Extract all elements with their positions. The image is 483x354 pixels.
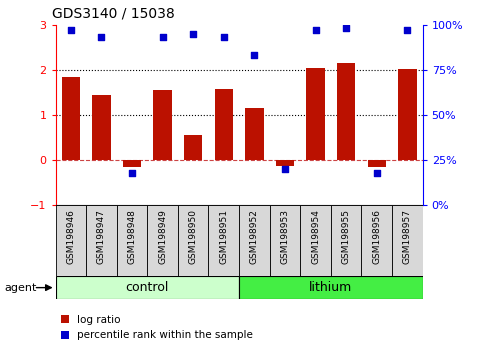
- Text: GDS3140 / 15038: GDS3140 / 15038: [52, 6, 175, 20]
- Point: [67, 27, 75, 33]
- Bar: [398, 69, 416, 160]
- Text: GSM198952: GSM198952: [250, 209, 259, 264]
- Bar: [245, 108, 264, 160]
- Text: agent: agent: [5, 282, 37, 293]
- Text: GSM198951: GSM198951: [219, 209, 228, 264]
- Bar: [368, 160, 386, 167]
- Point: [251, 53, 258, 58]
- Bar: [147, 205, 178, 276]
- Text: GSM198946: GSM198946: [66, 209, 75, 264]
- Bar: [337, 63, 355, 160]
- Point: [373, 170, 381, 176]
- Text: GSM198947: GSM198947: [97, 209, 106, 264]
- Bar: [92, 95, 111, 160]
- Bar: [306, 68, 325, 160]
- Text: GSM198950: GSM198950: [189, 209, 198, 264]
- Text: GSM198957: GSM198957: [403, 209, 412, 264]
- Text: GSM198949: GSM198949: [158, 209, 167, 264]
- Bar: [117, 205, 147, 276]
- Point: [159, 35, 167, 40]
- Bar: [300, 205, 331, 276]
- Bar: [123, 160, 141, 167]
- Point: [403, 27, 411, 33]
- Point: [220, 35, 227, 40]
- Point: [312, 27, 319, 33]
- Bar: [56, 276, 239, 299]
- Text: GSM198948: GSM198948: [128, 209, 137, 264]
- Bar: [56, 205, 86, 276]
- Bar: [214, 89, 233, 160]
- Text: GSM198955: GSM198955: [341, 209, 351, 264]
- Bar: [392, 205, 423, 276]
- Bar: [276, 160, 294, 166]
- Point: [281, 166, 289, 172]
- Point: [128, 170, 136, 176]
- Point: [342, 25, 350, 31]
- Text: lithium: lithium: [309, 281, 353, 294]
- Bar: [184, 135, 202, 160]
- Point: [98, 35, 105, 40]
- Bar: [62, 77, 80, 160]
- Bar: [178, 205, 209, 276]
- Bar: [154, 90, 172, 160]
- Bar: [86, 205, 117, 276]
- Text: GSM198954: GSM198954: [311, 209, 320, 264]
- Bar: [239, 205, 270, 276]
- Bar: [239, 276, 423, 299]
- Text: GSM198956: GSM198956: [372, 209, 381, 264]
- Text: GSM198953: GSM198953: [281, 209, 289, 264]
- Bar: [331, 205, 361, 276]
- Legend: log ratio, percentile rank within the sample: log ratio, percentile rank within the sa…: [61, 315, 253, 340]
- Text: control: control: [126, 281, 169, 294]
- Bar: [270, 205, 300, 276]
- Point: [189, 31, 197, 37]
- Bar: [209, 205, 239, 276]
- Bar: [361, 205, 392, 276]
